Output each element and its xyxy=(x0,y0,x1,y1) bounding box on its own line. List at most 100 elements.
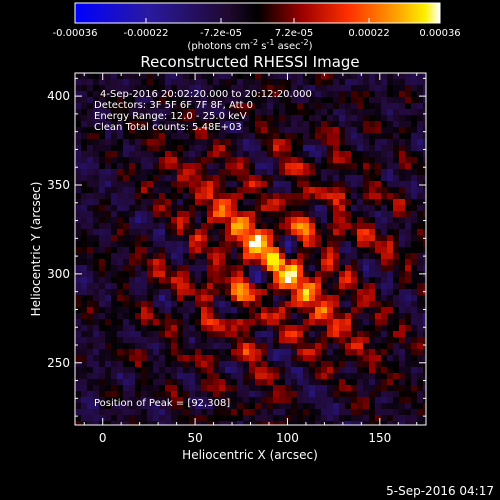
heatmap-cell xyxy=(153,319,159,325)
heatmap-cell xyxy=(321,331,327,337)
heatmap-cell xyxy=(123,247,129,253)
heatmap-cell xyxy=(363,211,369,217)
heatmap-cell xyxy=(87,373,93,379)
heatmap-cell xyxy=(117,121,123,127)
heatmap-cell xyxy=(417,85,423,91)
heatmap-cell xyxy=(309,163,315,169)
annotation-clean: Clean Total counts: 5.48E+03 xyxy=(94,122,242,133)
heatmap-cell xyxy=(273,241,279,247)
heatmap-cell xyxy=(267,277,273,283)
heatmap-cell xyxy=(75,97,81,103)
heatmap-cell xyxy=(159,385,165,391)
heatmap-cell xyxy=(417,415,423,421)
heatmap-cell xyxy=(177,385,183,391)
heatmap-cell xyxy=(165,343,171,349)
heatmap-cell xyxy=(351,325,357,331)
heatmap-cell xyxy=(87,277,93,283)
heatmap-cell xyxy=(393,265,399,271)
heatmap-cell xyxy=(321,259,327,265)
heatmap-cell xyxy=(159,181,165,187)
heatmap-cell xyxy=(123,241,129,247)
heatmap-cell xyxy=(237,373,243,379)
heatmap-cell xyxy=(171,79,177,85)
heatmap-cell xyxy=(279,331,285,337)
heatmap-cell xyxy=(357,241,363,247)
heatmap-cell xyxy=(159,253,165,259)
heatmap-cell xyxy=(333,253,339,259)
heatmap-cell xyxy=(399,133,405,139)
heatmap-cell xyxy=(279,169,285,175)
heatmap-cell xyxy=(363,307,369,313)
heatmap-cell xyxy=(201,289,207,295)
heatmap-cell xyxy=(105,229,111,235)
heatmap-cell xyxy=(333,409,339,415)
heatmap-cell xyxy=(369,199,375,205)
heatmap-cell xyxy=(279,205,285,211)
heatmap-cell xyxy=(261,115,267,121)
heatmap-cell xyxy=(333,115,339,121)
heatmap-cell xyxy=(207,367,213,373)
heatmap-cell xyxy=(189,277,195,283)
heatmap-cell xyxy=(255,277,261,283)
heatmap-cell xyxy=(243,229,249,235)
heatmap-cell xyxy=(411,313,417,319)
heatmap-cell xyxy=(369,403,375,409)
heatmap-cell xyxy=(351,247,357,253)
heatmap-cell xyxy=(219,355,225,361)
heatmap-cell xyxy=(231,235,237,241)
heatmap-cell xyxy=(285,337,291,343)
heatmap-cell xyxy=(219,403,225,409)
heatmap-cell xyxy=(363,385,369,391)
heatmap-cell xyxy=(171,205,177,211)
heatmap-cell xyxy=(375,253,381,259)
heatmap-cell xyxy=(405,277,411,283)
heatmap-cell xyxy=(243,277,249,283)
heatmap-cell xyxy=(381,109,387,115)
heatmap-cell xyxy=(423,223,426,229)
heatmap-cell xyxy=(375,421,381,425)
heatmap-cell xyxy=(249,373,255,379)
heatmap-cell xyxy=(171,169,177,175)
heatmap-cell xyxy=(183,223,189,229)
heatmap-cell xyxy=(279,157,285,163)
heatmap-cell xyxy=(327,211,333,217)
heatmap-cell xyxy=(375,319,381,325)
heatmap-cell xyxy=(273,349,279,355)
heatmap-cell xyxy=(423,103,426,109)
heatmap-cell xyxy=(273,139,279,145)
heatmap-cell xyxy=(243,205,249,211)
heatmap-cell xyxy=(393,97,399,103)
heatmap-cell xyxy=(393,343,399,349)
heatmap-cell xyxy=(369,163,375,169)
heatmap-cell xyxy=(291,229,297,235)
heatmap-cell xyxy=(357,307,363,313)
heatmap-cell xyxy=(141,403,147,409)
heatmap-cell xyxy=(375,163,381,169)
heatmap-cell xyxy=(105,205,111,211)
heatmap-cell xyxy=(285,73,291,79)
heatmap-cell xyxy=(171,133,177,139)
heatmap-cell xyxy=(291,289,297,295)
heatmap-cell xyxy=(327,421,333,425)
heatmap-cell xyxy=(345,253,351,259)
heatmap-cell xyxy=(225,325,231,331)
heatmap-cell xyxy=(381,175,387,181)
heatmap-cell xyxy=(279,283,285,289)
heatmap-cell xyxy=(345,193,351,199)
heatmap-cell xyxy=(291,301,297,307)
heatmap-cell xyxy=(171,319,177,325)
heatmap-cell xyxy=(333,247,339,253)
heatmap-cell xyxy=(255,223,261,229)
heatmap-cell xyxy=(405,301,411,307)
heatmap-cell xyxy=(147,313,153,319)
heatmap-cell xyxy=(225,169,231,175)
heatmap-cell xyxy=(345,343,351,349)
heatmap-cell xyxy=(333,349,339,355)
heatmap-cell xyxy=(183,421,189,425)
heatmap-cell xyxy=(333,355,339,361)
heatmap-cell xyxy=(351,301,357,307)
heatmap-cell xyxy=(261,391,267,397)
heatmap-cell xyxy=(123,199,129,205)
heatmap-cell xyxy=(387,301,393,307)
heatmap-cell xyxy=(153,289,159,295)
